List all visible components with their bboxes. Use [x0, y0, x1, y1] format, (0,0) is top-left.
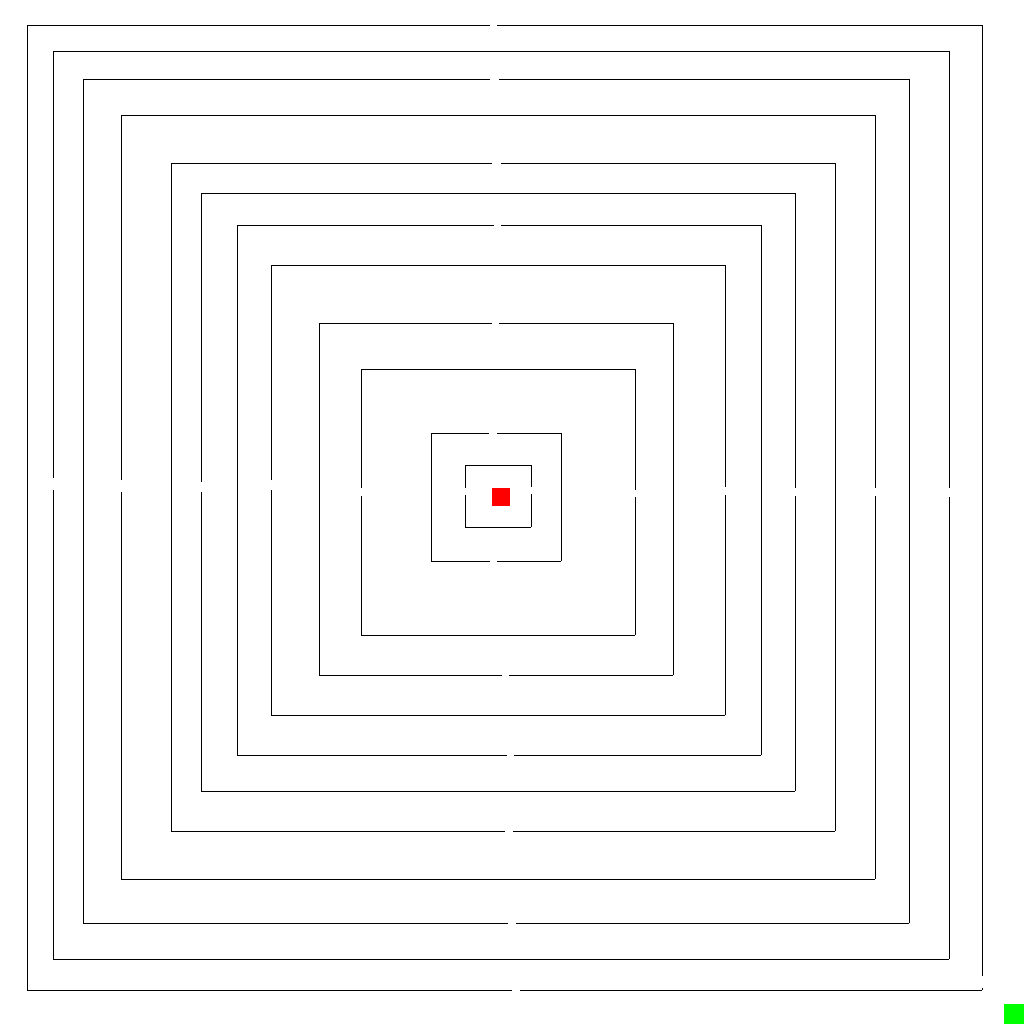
maze-ring-1 [27, 25, 983, 991]
maze-ring-4 [121, 115, 876, 880]
maze-ring-10 [361, 369, 636, 636]
maze-ring-5 [171, 163, 836, 832]
maze-ring-3 [83, 79, 910, 924]
maze-walls [27, 25, 983, 991]
maze-ring-9 [319, 323, 674, 676]
maze-ring-8 [271, 265, 726, 716]
player-marker[interactable] [1004, 1004, 1024, 1024]
maze-ring-11 [431, 433, 562, 562]
maze-ring-7 [237, 225, 762, 756]
maze-ring-2 [53, 51, 950, 960]
maze-ring-6 [201, 193, 796, 792]
goal-marker [492, 488, 510, 506]
maze-ring-12 [465, 465, 532, 528]
